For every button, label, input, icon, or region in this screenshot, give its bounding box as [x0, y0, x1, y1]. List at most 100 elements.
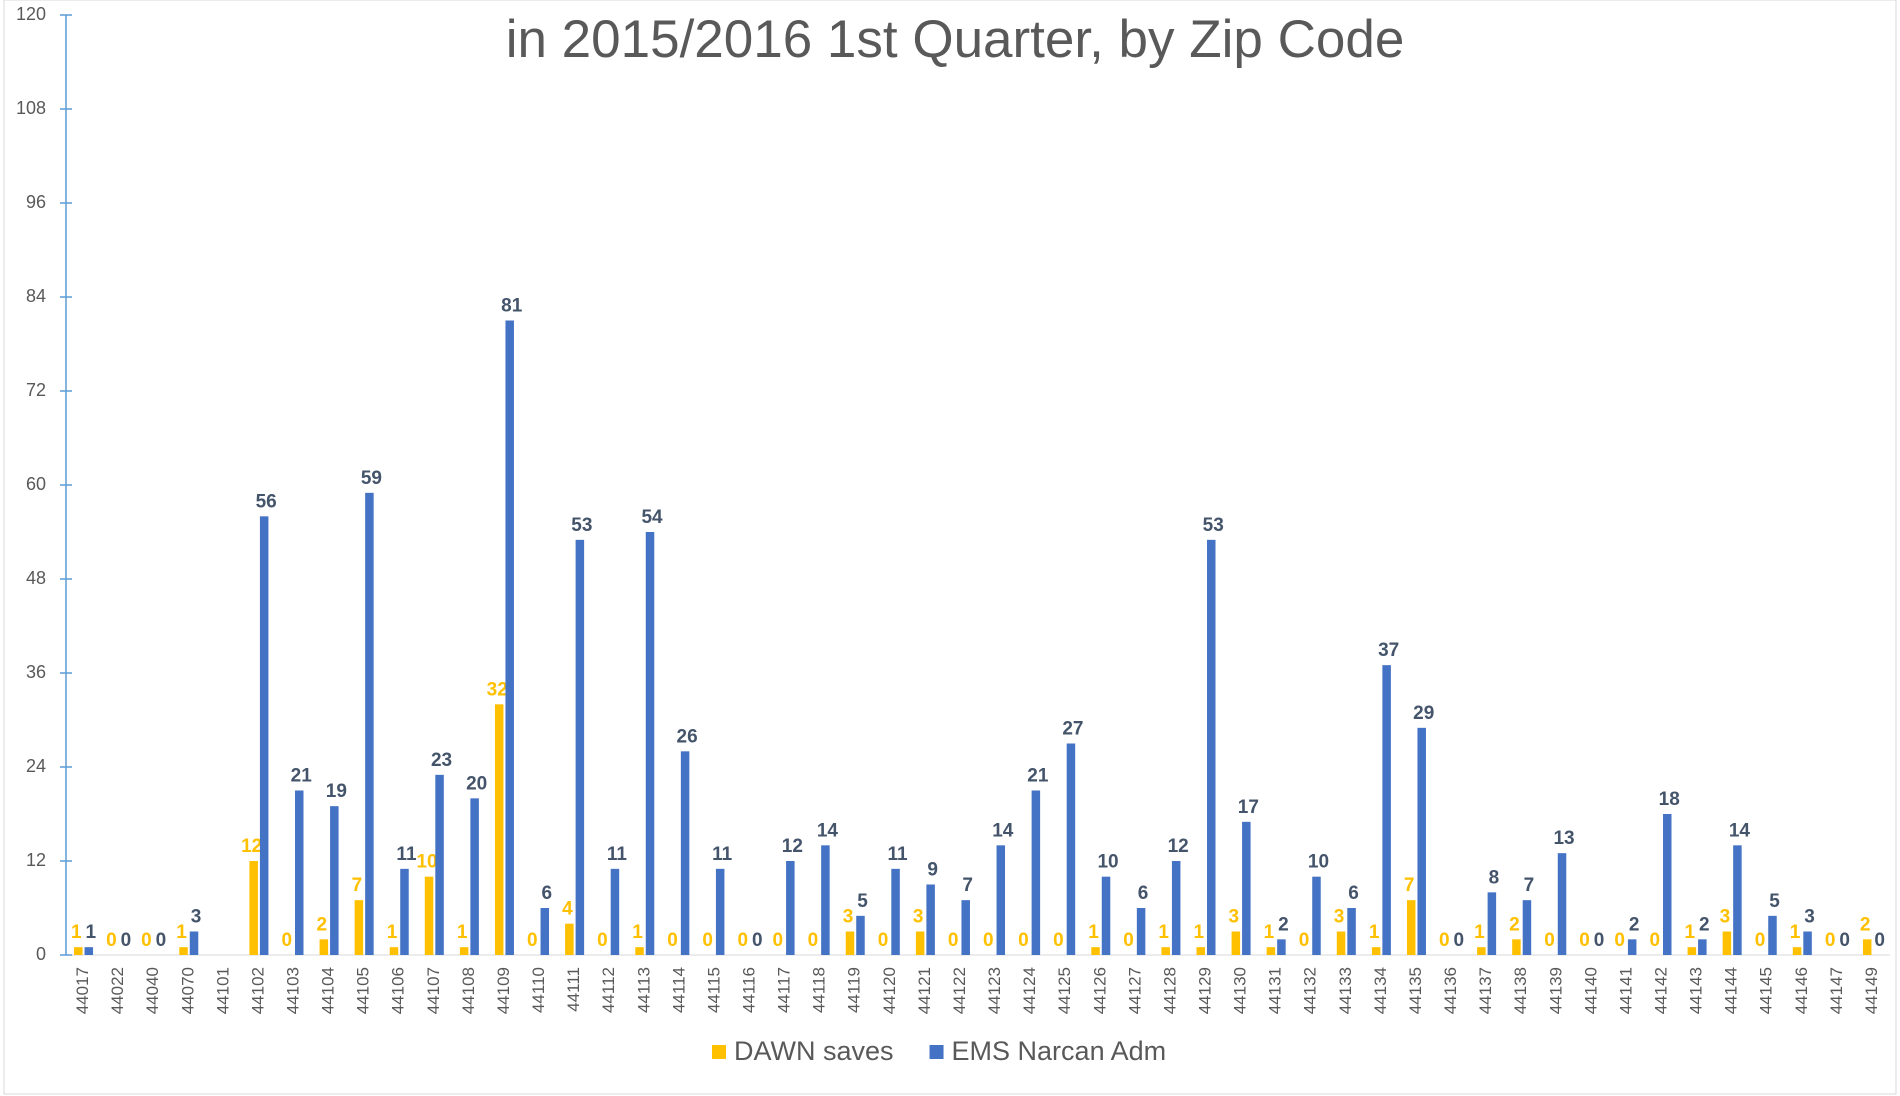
x-tick-label: 44040 — [143, 967, 162, 1014]
data-label: 19 — [326, 781, 347, 802]
data-label: 23 — [431, 750, 452, 771]
data-label: 3 — [1804, 907, 1815, 928]
data-label: 0 — [1649, 930, 1660, 951]
data-label: 11 — [607, 844, 628, 865]
bar — [540, 908, 550, 955]
data-label: 0 — [141, 930, 152, 951]
data-label: 4 — [562, 899, 573, 920]
bar — [459, 947, 469, 955]
y-tick-label: 24 — [26, 756, 46, 776]
data-label: 8 — [1489, 867, 1500, 888]
data-label: 32 — [487, 679, 508, 700]
data-label: 37 — [1378, 640, 1399, 661]
x-tick-label: 44117 — [775, 967, 794, 1013]
data-label: 0 — [1453, 930, 1464, 951]
chart-frame — [3, 0, 1897, 1095]
x-tick-label: 44109 — [494, 967, 513, 1014]
data-label: 1 — [632, 922, 643, 943]
bar — [494, 704, 504, 955]
data-label: 18 — [1659, 789, 1680, 810]
data-label: 3 — [913, 907, 924, 928]
y-tick-label: 72 — [26, 380, 46, 400]
data-label: 2 — [1860, 914, 1871, 935]
x-tick-label: 44147 — [1827, 967, 1846, 1014]
bar — [1406, 900, 1416, 955]
chart-title: in 2015/2016 1st Quarter, by Zip Code — [506, 10, 1405, 69]
bar — [74, 947, 83, 955]
data-label: 14 — [992, 820, 1014, 841]
data-label: 0 — [597, 930, 608, 951]
data-label: 0 — [948, 930, 959, 951]
data-label: 7 — [1524, 875, 1535, 896]
x-tick-label: 44146 — [1792, 967, 1811, 1014]
bar — [1242, 821, 1251, 955]
bar — [1382, 665, 1391, 955]
x-tick-label: 44122 — [950, 967, 969, 1014]
data-label: 0 — [737, 930, 748, 951]
bar — [1512, 939, 1521, 955]
x-tick-label: 44136 — [1441, 967, 1460, 1014]
bar — [1171, 861, 1181, 955]
x-tick-label: 44105 — [354, 967, 373, 1014]
legend-label: DAWN saves — [734, 1036, 894, 1066]
x-tick-label: 44133 — [1336, 967, 1355, 1014]
bar — [1196, 947, 1205, 955]
data-label: 12 — [782, 836, 803, 857]
data-label: 12 — [241, 836, 262, 857]
data-label: 20 — [466, 773, 487, 794]
data-label: 0 — [121, 930, 132, 951]
x-tick-label: 44103 — [283, 967, 302, 1014]
x-tick-label: 44106 — [389, 967, 408, 1014]
y-tick-label: 36 — [26, 662, 46, 682]
data-label: 3 — [1334, 907, 1345, 928]
data-label: 3 — [1720, 907, 1731, 928]
data-label: 29 — [1413, 703, 1434, 724]
data-label: 53 — [571, 515, 592, 536]
data-label: 2 — [317, 914, 328, 935]
data-label: 0 — [1594, 930, 1605, 951]
data-label: 0 — [1053, 930, 1064, 951]
bar — [505, 320, 514, 955]
data-label: 0 — [878, 930, 889, 951]
bar — [1266, 947, 1276, 955]
data-label: 0 — [1874, 930, 1885, 951]
bar — [926, 884, 935, 955]
x-tick-label: 44134 — [1371, 967, 1390, 1014]
data-label: 7 — [352, 875, 363, 896]
data-label: 2 — [1699, 914, 1710, 935]
bar — [786, 861, 795, 955]
data-label: 21 — [291, 766, 313, 787]
bar — [1522, 900, 1532, 955]
bar — [319, 939, 329, 955]
y-tick-label: 96 — [26, 192, 46, 212]
x-tick-label: 44118 — [810, 967, 829, 1013]
bar — [470, 798, 479, 955]
data-label: 0 — [527, 930, 538, 951]
data-label: 3 — [191, 907, 202, 928]
x-tick-label: 44111 — [564, 967, 583, 1012]
x-tick-label: 44114 — [669, 967, 688, 1013]
data-label: 12 — [1168, 836, 1189, 857]
x-tick-label: 44129 — [1195, 967, 1214, 1014]
data-label: 0 — [1123, 930, 1134, 951]
data-label: 53 — [1203, 515, 1224, 536]
data-label: 6 — [1348, 883, 1359, 904]
bar — [330, 806, 339, 955]
data-label: 27 — [1062, 719, 1083, 740]
data-label: 0 — [773, 930, 784, 951]
x-tick-label: 44017 — [73, 967, 92, 1014]
bar — [354, 900, 364, 955]
x-tick-label: 44115 — [704, 967, 723, 1013]
data-label: 59 — [361, 468, 382, 489]
bar — [1733, 845, 1742, 955]
bar — [1687, 947, 1697, 955]
data-label: 1 — [387, 922, 398, 943]
data-label: 1 — [1088, 922, 1099, 943]
x-tick-label: 44127 — [1125, 967, 1144, 1014]
bar — [1207, 539, 1216, 955]
data-label: 54 — [641, 507, 663, 528]
legend-label: EMS Narcan Adm — [952, 1036, 1167, 1066]
x-tick-label: 44137 — [1476, 967, 1495, 1014]
data-label: 1 — [85, 922, 96, 943]
data-label: 7 — [962, 875, 973, 896]
